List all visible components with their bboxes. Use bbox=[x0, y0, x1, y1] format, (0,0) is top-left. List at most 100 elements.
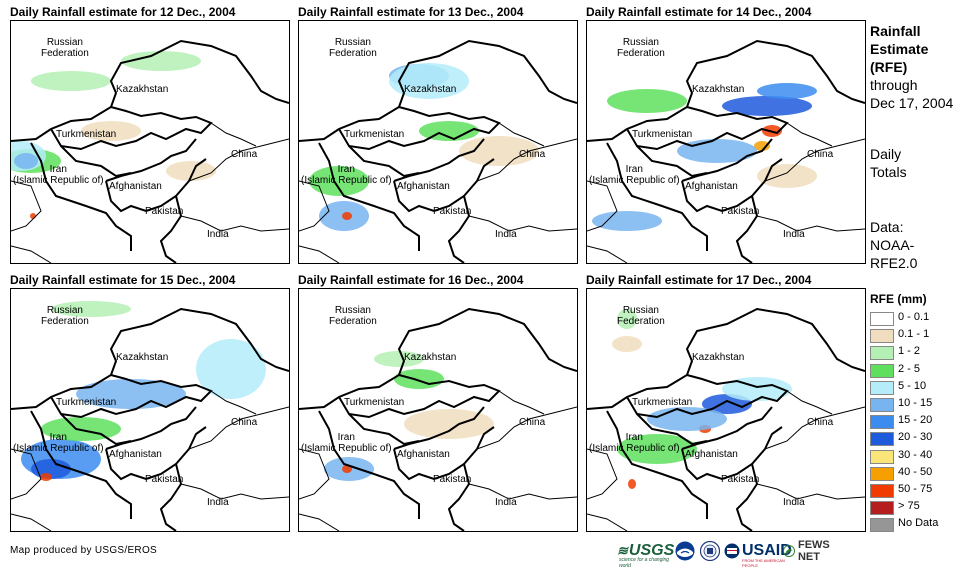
country-label-india: India bbox=[783, 229, 805, 240]
country-label-turkmenistan: Turkmenistan bbox=[344, 129, 405, 140]
data-line3: RFE2.0 bbox=[870, 255, 918, 271]
usaid-tagline: FROM THE AMERICAN PEOPLE bbox=[742, 558, 785, 568]
legend-label: 0 - 0.1 bbox=[898, 311, 930, 323]
country-label-china: China bbox=[807, 417, 834, 428]
legend-swatch bbox=[870, 449, 894, 464]
fews-net-logo: FEWS NET bbox=[783, 538, 836, 564]
country-label-afghanistan: Afghanistan bbox=[685, 181, 738, 192]
map-credit: Map produced by USGS/EROS bbox=[10, 545, 158, 556]
country-label-turkmenistan: Turkmenistan bbox=[632, 397, 693, 408]
country-label-afghanistan: Afghanistan bbox=[397, 449, 450, 460]
legend-label: 5 - 10 bbox=[898, 379, 927, 392]
rainfall-map: Russian Federation Kazakhstan Turkmenistan I… bbox=[10, 20, 290, 264]
usaid-logo: USAID FROM THE AMERICAN PEOPLE bbox=[724, 538, 792, 568]
legend-swatch bbox=[870, 329, 894, 344]
country-label-afghanistan: Afghanistan bbox=[397, 181, 450, 192]
country-label-russia: Russian Federation bbox=[617, 305, 665, 327]
rainfall-area bbox=[722, 96, 812, 116]
country-label-turkmenistan: Turkmenistan bbox=[632, 129, 693, 140]
rainfall-area bbox=[76, 379, 186, 409]
country-label-kazakhstan: Kazakhstan bbox=[116, 352, 169, 363]
country-label-india: India bbox=[495, 229, 517, 240]
rainfall-area bbox=[196, 339, 266, 399]
totals-line1: Daily bbox=[870, 146, 902, 162]
country-label-iran: Iran (Islamic Republic of) bbox=[589, 432, 680, 454]
country-label-russia: Russian Federation bbox=[329, 37, 377, 59]
fews-net-text: FEWS NET bbox=[797, 539, 830, 563]
country-label-afghanistan: Afghanistan bbox=[109, 181, 162, 192]
map-svg bbox=[11, 301, 289, 531]
rainfall-area bbox=[617, 309, 637, 329]
through-label: through bbox=[870, 77, 918, 93]
legend-label: 50 - 75 bbox=[898, 482, 933, 495]
country-label-pakistan: Pakistan bbox=[433, 474, 472, 485]
rainfall-area bbox=[394, 369, 444, 389]
rainfall-area bbox=[677, 139, 757, 163]
country-label-kazakhstan: Kazakhstan bbox=[404, 352, 457, 363]
panel-title: Daily Rainfall estimate for 16 Dec., 200… bbox=[298, 273, 524, 287]
country-label-iran: Iran (Islamic Republic of) bbox=[589, 164, 680, 186]
country-label-china: China bbox=[231, 417, 258, 428]
rainfall-area bbox=[757, 83, 817, 99]
panel-title: Daily Rainfall estimate for 17 Dec., 200… bbox=[586, 273, 812, 287]
rainfall-area bbox=[647, 407, 727, 431]
rfe-title-line2: Estimate bbox=[870, 41, 929, 57]
legend-swatch bbox=[870, 432, 894, 447]
map-svg bbox=[299, 307, 577, 531]
country-label-china: China bbox=[807, 149, 834, 160]
legend-swatch bbox=[870, 518, 894, 533]
legend-label: 1 - 2 bbox=[898, 345, 921, 358]
rainfall-area bbox=[81, 121, 141, 141]
data-line2: NOAA- bbox=[870, 237, 915, 253]
rainfall-area bbox=[40, 473, 52, 481]
legend-label: 15 - 20 bbox=[898, 414, 933, 427]
country-label-russia: Russian Federation bbox=[41, 37, 89, 59]
country-label-pakistan: Pakistan bbox=[145, 474, 184, 485]
country-label-pakistan: Pakistan bbox=[721, 206, 760, 217]
rainfall-area bbox=[722, 377, 792, 401]
legend-label: 10 - 15 bbox=[898, 396, 933, 409]
rainfall-area bbox=[617, 434, 697, 464]
daily-totals-label: Daily Totals bbox=[870, 145, 965, 181]
rainfall-map: Russian Federation Kazakhstan Turkmenistan I… bbox=[586, 288, 866, 532]
rainfall-area bbox=[374, 351, 424, 367]
legend-swatch bbox=[870, 483, 894, 498]
legend-label: 20 - 30 bbox=[898, 431, 933, 444]
legend-label: 30 - 40 bbox=[898, 448, 933, 461]
usgs-logo-text: USGS bbox=[628, 542, 675, 559]
legend-swatch bbox=[870, 397, 894, 412]
rainfall-area bbox=[51, 301, 131, 317]
rainfall-area bbox=[389, 63, 469, 99]
country-label-pakistan: Pakistan bbox=[721, 474, 760, 485]
country-label-turkmenistan: Turkmenistan bbox=[56, 129, 117, 140]
rainfall-area bbox=[31, 459, 71, 479]
country-label-russia: Russian Federation bbox=[329, 305, 377, 327]
country-label-iran: Iran (Islamic Republic of) bbox=[13, 164, 104, 186]
legend-swatch bbox=[870, 415, 894, 430]
us-state-dept-seal bbox=[700, 538, 720, 564]
usaid-logo-text: USAID bbox=[742, 542, 792, 559]
legend-swatch bbox=[870, 312, 894, 326]
usgs-logo: ≋ USGS science for a changing world bbox=[617, 542, 675, 569]
country-label-iran: Iran (Islamic Republic of) bbox=[301, 164, 392, 186]
rainfall-area bbox=[607, 89, 687, 113]
rainfall-area bbox=[342, 212, 352, 220]
map-svg bbox=[299, 39, 577, 263]
country-label-iran: Iran (Islamic Republic of) bbox=[13, 432, 104, 454]
country-label-pakistan: Pakistan bbox=[433, 206, 472, 217]
rainfall-area bbox=[612, 336, 642, 352]
panel-title: Daily Rainfall estimate for 12 Dec., 200… bbox=[10, 5, 236, 19]
rfe-title-line3: (RFE) bbox=[870, 59, 908, 75]
legend-swatch bbox=[870, 380, 894, 395]
legend-label: 0.1 - 1 bbox=[898, 328, 930, 341]
map-svg bbox=[587, 307, 865, 531]
data-line1: Data: bbox=[870, 219, 904, 235]
rainfall-area bbox=[592, 211, 662, 231]
legend-label: No Data bbox=[898, 517, 939, 530]
rainfall-area bbox=[30, 213, 36, 219]
country-label-kazakhstan: Kazakhstan bbox=[692, 84, 745, 95]
rainfall-area bbox=[121, 51, 201, 71]
rainfall-area bbox=[31, 71, 111, 91]
legend-label: 2 - 5 bbox=[898, 362, 921, 375]
country-label-russia: Russian Federation bbox=[617, 37, 665, 59]
